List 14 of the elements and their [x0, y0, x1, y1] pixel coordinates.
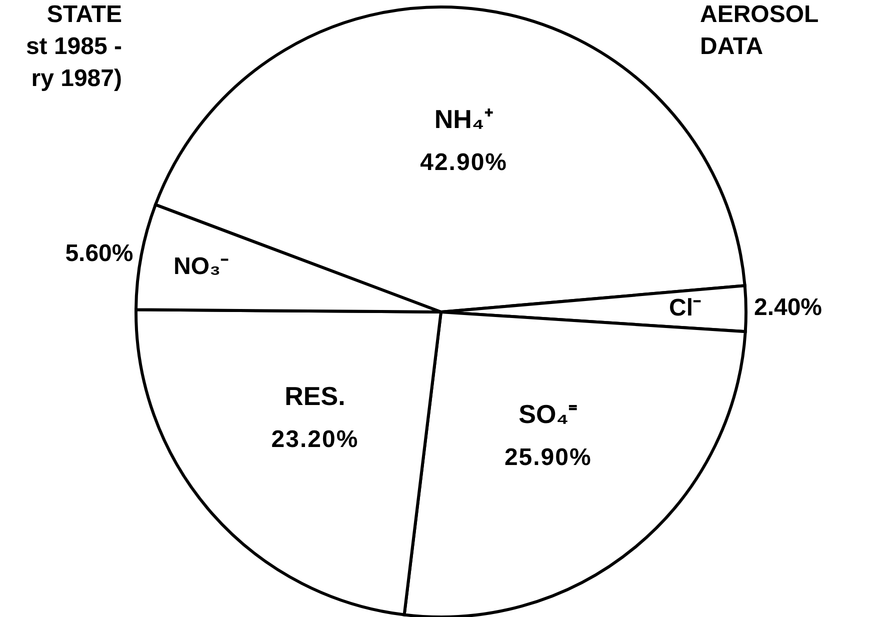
- slice-label: NH₄⁺: [434, 104, 494, 134]
- data-label: 25.90%: [504, 444, 592, 472]
- slice-label: NO₃⁻: [174, 252, 229, 280]
- text: STATE: [46, 1, 122, 28]
- data-label: 23.20%: [271, 426, 359, 453]
- data-label: 2.40%: [754, 294, 822, 321]
- slice-label: Cl⁻: [668, 294, 701, 322]
- data-label: 42.90%: [420, 148, 508, 176]
- slice-label: SO₄⁼: [518, 399, 578, 430]
- text: st 1985 -: [26, 33, 122, 60]
- text: ry 1987): [31, 65, 122, 92]
- text: AEROSOL DATA: [700, 1, 819, 60]
- slice-label: RES.: [284, 380, 346, 411]
- data-label: 5.60%: [65, 240, 134, 268]
